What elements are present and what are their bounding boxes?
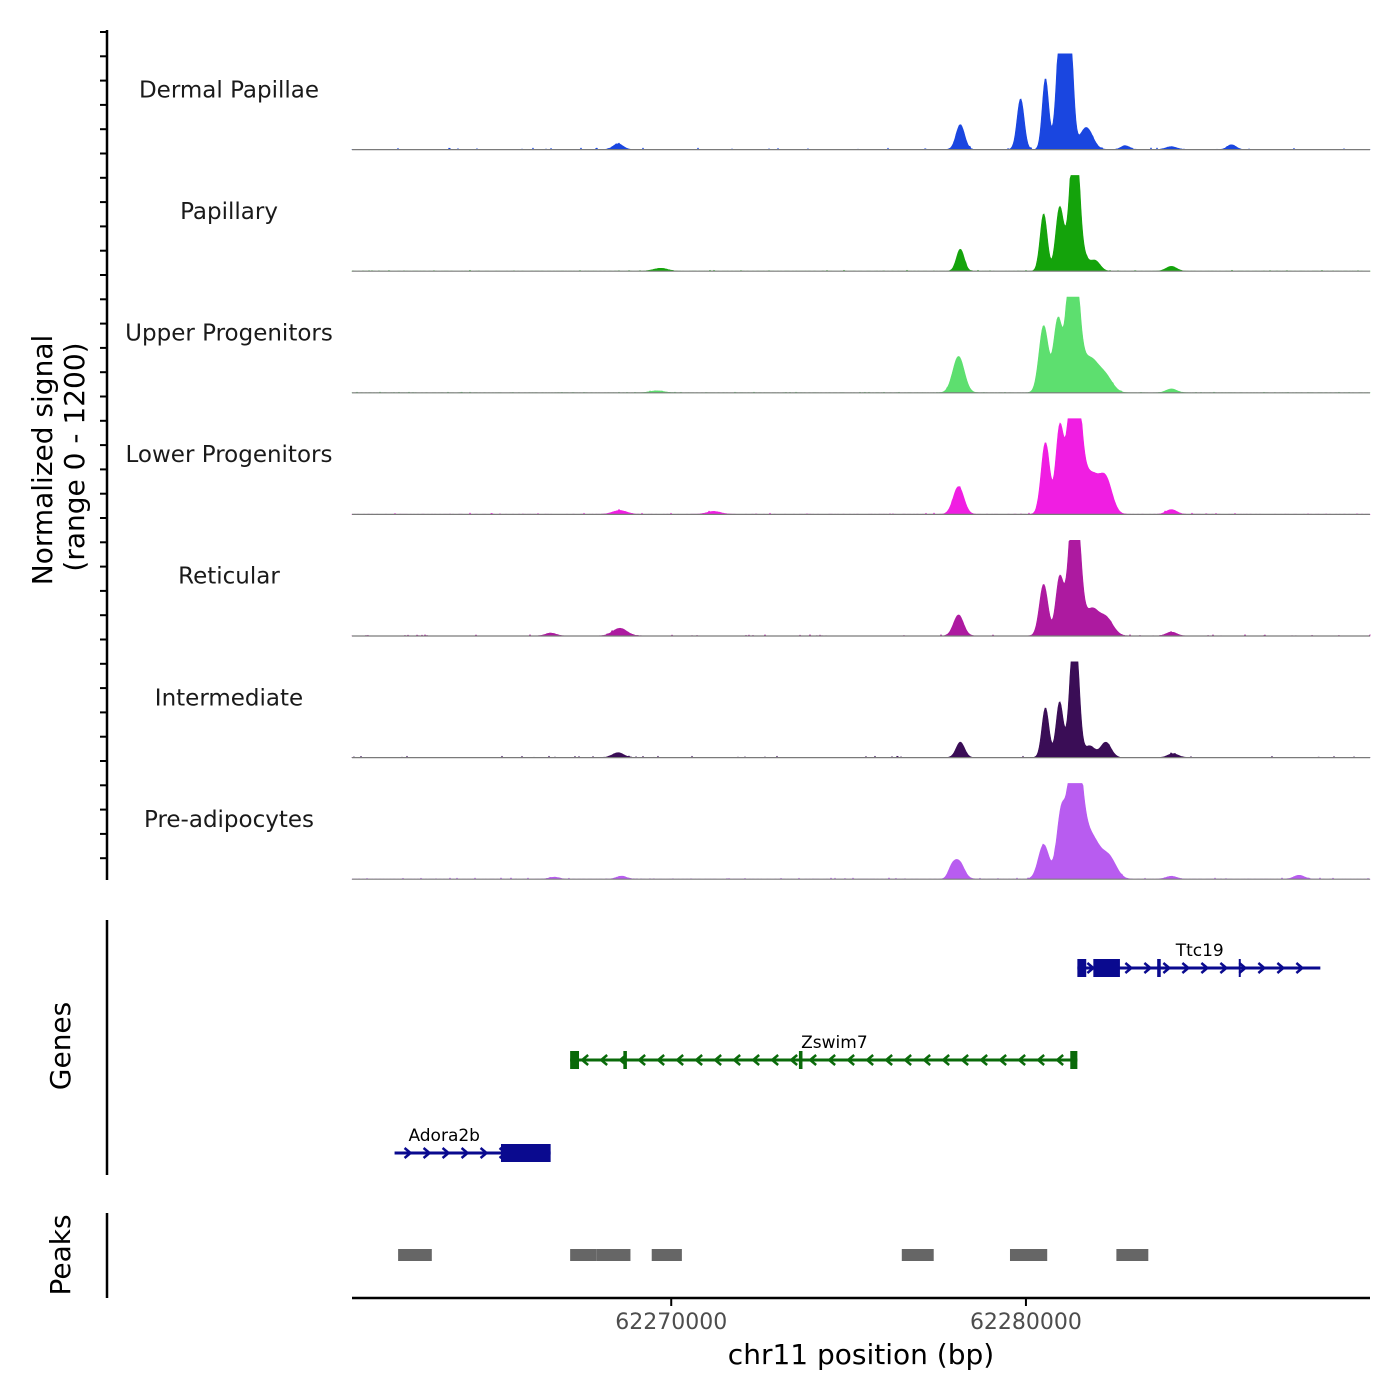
strand-arrow-icon <box>1036 1054 1045 1066</box>
gene-adora2b: Adora2b <box>394 1126 551 1162</box>
gene-ttc19: Ttc19 <box>1077 941 1321 977</box>
peak-region <box>901 1249 934 1261</box>
track-upper-progenitors: Upper Progenitors <box>125 296 1371 394</box>
track-label: Pre-adipocytes <box>144 807 314 833</box>
exon <box>570 1051 580 1069</box>
exon <box>798 1051 803 1069</box>
strand-arrow-icon <box>422 1147 432 1159</box>
strand-arrow-icon <box>1181 962 1191 974</box>
exon <box>1077 959 1087 977</box>
strand-arrow-icon <box>960 1054 969 1066</box>
strand-arrow-icon <box>460 1147 470 1159</box>
strand-arrow-icon <box>479 1147 489 1159</box>
track-label: Lower Progenitors <box>126 442 333 468</box>
peak-region <box>570 1249 597 1261</box>
y-axis-title: Normalized signal <box>26 335 59 586</box>
track-intermediate: Intermediate <box>155 661 1371 759</box>
strand-arrow-icon <box>922 1054 931 1066</box>
strand-arrow-icon <box>1238 962 1248 974</box>
strand-arrow-icon <box>656 1054 665 1066</box>
track-pre-adipocytes: Pre-adipocytes <box>144 783 1371 880</box>
strand-arrow-icon <box>1162 962 1172 974</box>
track-dermal-papillae: Dermal Papillae <box>139 53 1371 151</box>
peaks-section-label: Peaks <box>44 1214 77 1295</box>
exon <box>500 1144 551 1162</box>
strand-arrow-icon <box>1017 1054 1026 1066</box>
exon <box>1093 959 1120 977</box>
signal-y-ticks <box>100 31 107 860</box>
signal-area <box>351 783 1371 880</box>
strand-arrow-icon <box>599 1054 608 1066</box>
strand-arrow-icon <box>1276 962 1286 974</box>
track-reticular: Reticular <box>178 539 1371 637</box>
signal-area <box>351 661 1371 758</box>
genes-section-label: Genes <box>44 1002 77 1090</box>
track-label: Reticular <box>178 564 280 590</box>
strand-arrow-icon <box>789 1054 798 1066</box>
strand-arrow-icon <box>903 1054 912 1066</box>
strand-arrow-icon <box>675 1054 684 1066</box>
peak-region <box>596 1249 631 1261</box>
strand-arrow-icon <box>865 1054 874 1066</box>
signal-area <box>351 175 1371 272</box>
strand-arrow-icon <box>713 1054 722 1066</box>
track-label: Intermediate <box>155 685 303 711</box>
signal-area <box>351 539 1371 637</box>
strand-arrow-icon <box>637 1054 646 1066</box>
track-label: Dermal Papillae <box>139 77 319 103</box>
track-papillary: Papillary <box>180 175 1371 272</box>
peak-region <box>1009 1249 1048 1261</box>
exon <box>623 1051 627 1069</box>
strand-arrow-icon <box>827 1054 836 1066</box>
x-tick-label: 62280000 <box>970 1310 1082 1335</box>
exon <box>1157 959 1161 977</box>
strand-arrow-icon <box>1124 962 1134 974</box>
strand-arrow-icon <box>1257 962 1267 974</box>
track-lower-progenitors: Lower Progenitors <box>126 418 1371 516</box>
gene-label: Zswim7 <box>801 1033 868 1053</box>
strand-arrow-icon <box>403 1147 413 1159</box>
exon <box>1070 1051 1078 1069</box>
strand-arrow-icon <box>694 1054 703 1066</box>
strand-arrow-icon <box>846 1054 855 1066</box>
x-axis-title: chr11 position (bp) <box>728 1338 994 1371</box>
y-axis-range: (range 0 - 1200) <box>58 342 91 571</box>
strand-arrow-icon <box>441 1147 451 1159</box>
strand-arrow-icon <box>732 1054 741 1066</box>
peak-regions <box>398 1249 1149 1261</box>
strand-arrow-icon <box>979 1054 988 1066</box>
track-label: Upper Progenitors <box>125 321 333 347</box>
peak-region <box>398 1249 432 1261</box>
gene-label: Adora2b <box>408 1126 480 1146</box>
signal-tracks: Dermal Papillae Papillary Upper Progenitor… <box>125 53 1371 880</box>
strand-arrow-icon <box>808 1054 817 1066</box>
strand-arrow-icon <box>580 1054 589 1066</box>
strand-arrow-icon <box>1055 1054 1064 1066</box>
strand-arrow-icon <box>1219 962 1229 974</box>
strand-arrow-icon <box>1295 962 1305 974</box>
track-label: Papillary <box>180 199 278 225</box>
gene-label: Ttc19 <box>1175 941 1224 961</box>
peak-region <box>651 1249 682 1261</box>
strand-arrow-icon <box>751 1054 760 1066</box>
gene-zswim7: Zswim7 <box>570 1033 1078 1069</box>
strand-arrow-icon <box>1143 962 1153 974</box>
strand-arrow-icon <box>884 1054 893 1066</box>
signal-area <box>351 53 1371 150</box>
strand-arrow-icon <box>998 1054 1007 1066</box>
signal-area <box>351 296 1371 394</box>
exon <box>1238 959 1241 977</box>
x-axis-ticks: 62270000 62280000 <box>615 1298 1082 1335</box>
peak-region <box>1116 1249 1149 1261</box>
strand-arrow-icon <box>1200 962 1210 974</box>
gene-annotations: Ttc19 Zswim7 Adora2b <box>394 941 1321 1162</box>
signal-area <box>351 418 1371 515</box>
strand-arrow-icon <box>770 1054 779 1066</box>
strand-arrow-icon <box>941 1054 950 1066</box>
x-tick-label: 62270000 <box>615 1310 727 1335</box>
